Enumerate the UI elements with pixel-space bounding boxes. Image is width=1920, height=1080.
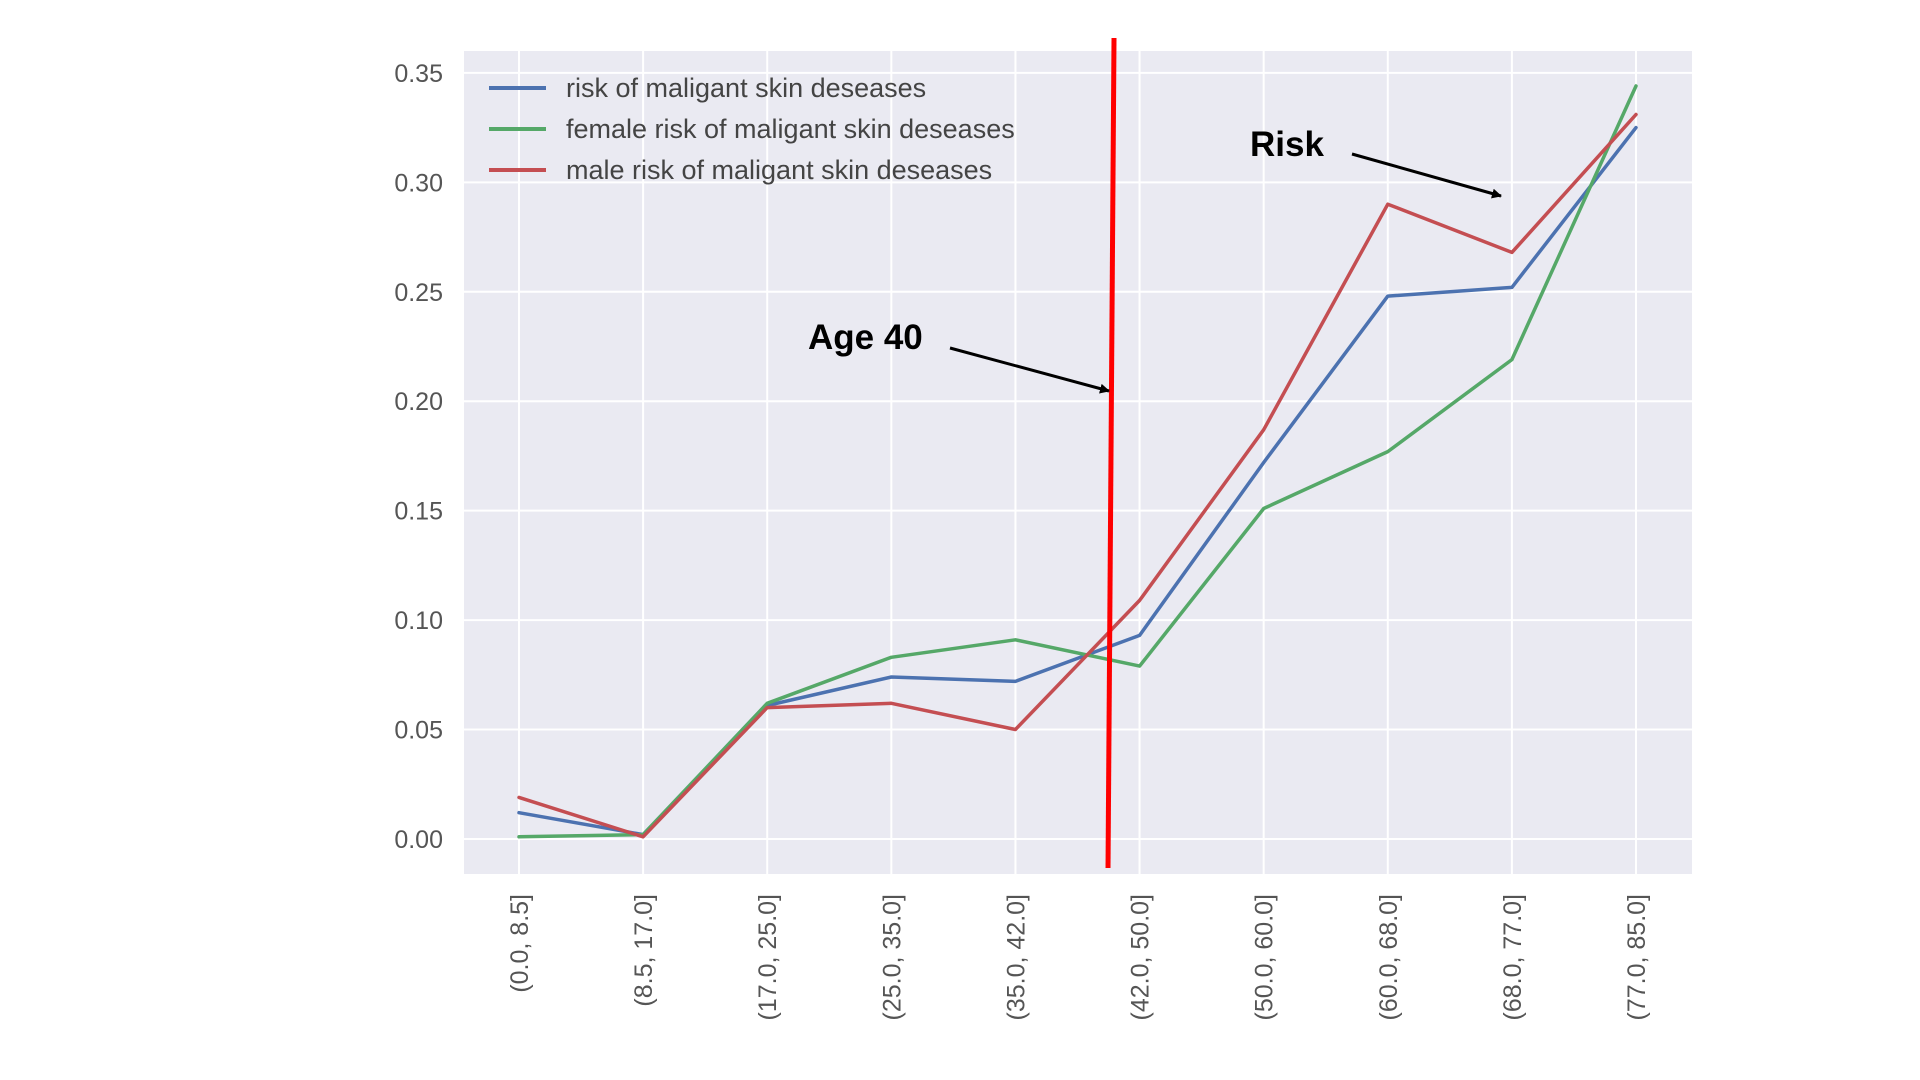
x-tick-label: (68.0, 77.0] — [1499, 894, 1527, 1020]
series — [517, 84, 1638, 839]
plot-background — [464, 51, 1692, 874]
x-axis-ticks: (0.0, 8.5] (8.5, 17.0] (17.0, 25.0] (25.0, … — [506, 894, 1651, 1020]
y-axis-ticks: 0.00 0.05 0.10 0.15 0.20 0.25 0.30 0.35 — [394, 60, 443, 854]
annotation-arrow-age-40 — [949, 346, 1110, 394]
annotation-age-40: Age 40 — [808, 318, 923, 357]
vertical-marker-layer — [1105, 37, 1117, 869]
annotation-risk: Risk — [1250, 125, 1324, 164]
series-line-2 — [517, 112, 1638, 839]
x-tick-label: (60.0, 68.0] — [1375, 894, 1403, 1020]
x-tick-label: (42.0, 50.0] — [1127, 894, 1155, 1020]
y-tick-label: 0.35 — [394, 60, 443, 88]
annotation-arrow-risk — [1351, 152, 1502, 199]
x-tick-label: (50.0, 60.0] — [1251, 894, 1279, 1020]
y-tick-label: 0.20 — [394, 388, 443, 416]
legend-label: female risk of maligant skin deseases — [566, 114, 1015, 144]
x-tick-label: (0.0, 8.5] — [506, 894, 534, 993]
x-tick-label: (17.0, 25.0] — [754, 894, 782, 1020]
y-tick-label: 0.25 — [394, 279, 443, 307]
y-tick-label: 0.15 — [394, 498, 443, 526]
annotations: Age 40 Risk — [808, 125, 1502, 394]
y-tick-label: 0.05 — [394, 717, 443, 745]
y-tick-label: 0.10 — [394, 607, 443, 635]
x-tick-label: (35.0, 42.0] — [1002, 894, 1030, 1020]
y-tick-label: 0.30 — [394, 169, 443, 197]
legend: risk of maligant skin deseases female ris… — [489, 73, 1015, 185]
y-tick-label: 0.00 — [394, 826, 443, 854]
legend-label: risk of maligant skin deseases — [566, 73, 926, 103]
x-tick-label: (8.5, 17.0] — [630, 894, 658, 1007]
legend-label: male risk of maligant skin deseases — [566, 155, 992, 185]
x-tick-label: (25.0, 35.0] — [878, 894, 906, 1020]
x-tick-label: (77.0, 85.0] — [1623, 894, 1651, 1020]
age-40-marker-line — [1105, 37, 1117, 869]
series-line-1 — [517, 84, 1638, 839]
